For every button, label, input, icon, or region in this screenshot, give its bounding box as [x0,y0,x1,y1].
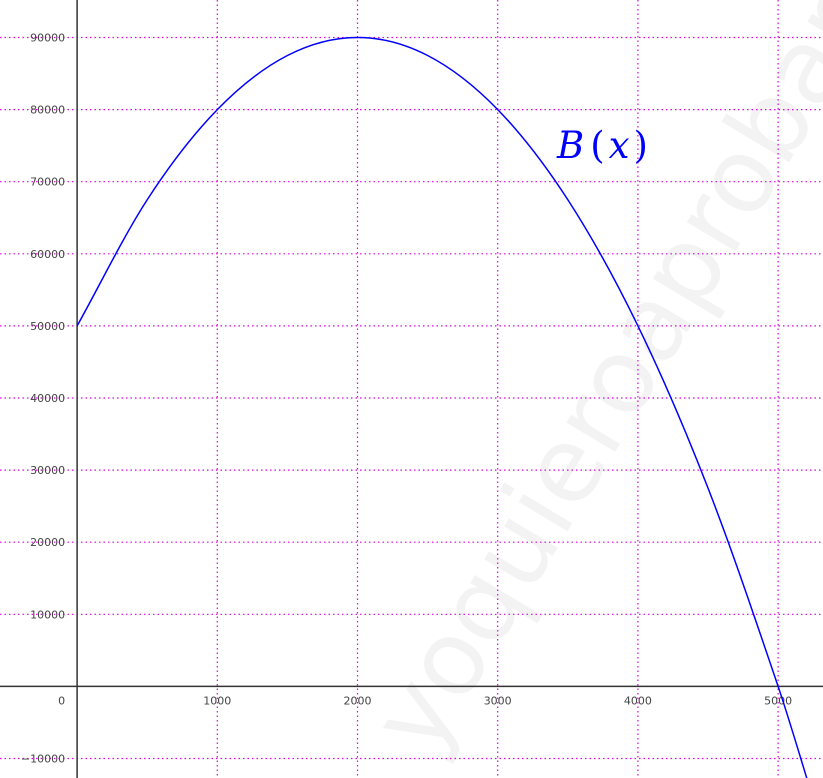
x-tick-label: 4000 [624,694,652,707]
y-tick-label: 70000 [30,176,65,189]
y-tick-label: 50000 [30,320,65,333]
y-tick-label: −10000 [21,753,65,766]
curve-b-of-x [76,36,808,778]
y-tick-label: 90000 [30,32,65,45]
tick-labels: 1000 2000 3000 4000 5000 −10000 10000 20000 3000… [21,32,792,766]
x-tick-label: 2000 [344,694,372,707]
watermark: yoquieroaprobar [347,0,823,773]
x-tick-label: 1000 [203,694,231,707]
y-tick-label: 40000 [30,392,65,405]
x-tick-label: 5000 [764,694,792,707]
curve-label: B(x) [556,124,648,167]
y-tick-label: 10000 [30,608,65,621]
y-tick-label: 20000 [30,536,65,549]
y-tick-label: 30000 [30,464,65,477]
y-tick-label: 80000 [30,104,65,117]
origin-label: 0 [58,694,65,707]
x-tick-label: 3000 [484,694,512,707]
y-tick-label: 60000 [30,248,65,261]
